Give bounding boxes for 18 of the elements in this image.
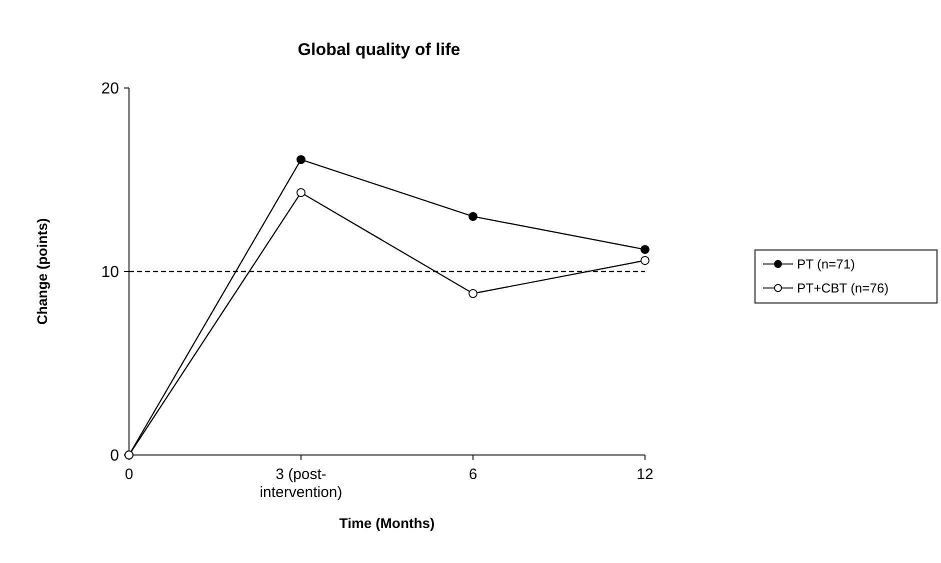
point (296, 188, 306, 198)
legend-label: PT+CBT (n=76) (797, 280, 889, 296)
point (640, 244, 650, 254)
point (296, 155, 306, 164)
x-axis-title: Time (Months) (339, 515, 435, 531)
x-tick-label: 0 (124, 466, 134, 483)
y-tick-label: 0 (110, 448, 120, 465)
x-tick-label: 3 (post-intervention) (260, 466, 342, 501)
point (468, 212, 478, 221)
point (640, 256, 650, 265)
legend-label: PT (n=71) (797, 256, 855, 272)
chart-title: Global quality of life (298, 40, 460, 59)
x-tick-label: 12 (636, 466, 654, 483)
y-axis-title: Change (points) (34, 218, 50, 325)
y-tick-label: 10 (101, 264, 120, 282)
point (468, 289, 478, 298)
y-tick-label: 20 (101, 80, 120, 98)
x-tick-label: 6 (468, 466, 478, 483)
